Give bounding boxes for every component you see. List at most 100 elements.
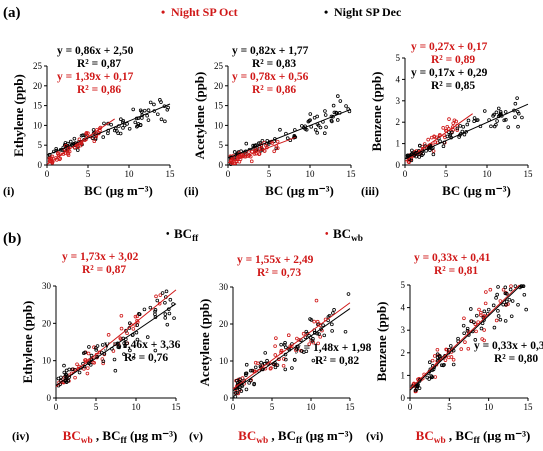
data-point — [433, 140, 438, 145]
fit-equation: y = 0,82x + 1,77 — [232, 45, 309, 57]
data-point — [323, 113, 328, 117]
data-point — [312, 115, 317, 120]
plot-area — [404, 96, 529, 165]
data-point — [441, 126, 445, 130]
data-point — [473, 338, 478, 342]
data-point — [101, 135, 106, 139]
x-axis-title-part: ff — [120, 436, 127, 446]
data-point — [101, 359, 106, 364]
data-point — [155, 298, 160, 303]
data-point — [127, 126, 132, 131]
data-point — [109, 122, 113, 127]
data-point — [119, 313, 124, 318]
data-point — [273, 344, 277, 348]
data-point — [310, 339, 315, 343]
data-point — [282, 357, 286, 361]
y-tick-label: 20 — [219, 319, 229, 329]
data-point — [279, 348, 284, 353]
data-point — [504, 302, 508, 307]
x-tick-label: 5 — [94, 402, 99, 412]
data-point — [462, 331, 466, 336]
data-point — [275, 139, 280, 144]
data-point — [85, 371, 90, 376]
data-point — [239, 389, 244, 393]
fit-equation: y = 1,48x + 1,98 — [295, 342, 372, 354]
data-point — [128, 321, 132, 326]
data-point — [133, 323, 138, 327]
legend-label-bcwb-part: BC — [333, 226, 351, 241]
data-point — [311, 337, 315, 341]
data-point — [462, 132, 467, 137]
trend-line — [232, 302, 351, 390]
panel-ii: 0 5 10 15 0 5 10 15 20 25 Acetylene (ppb) BC (μg m⁻… — [184, 45, 356, 198]
panel-i: 0 5 10 15 0 5 10 15 20 25 Ethylene (ppb) BC (μg m⁻³… — [3, 45, 175, 198]
data-point — [133, 120, 138, 125]
x-tick-label: 0 — [54, 402, 59, 412]
data-point — [156, 112, 160, 117]
data-point — [466, 118, 471, 123]
y-tick-label: 15 — [214, 101, 224, 111]
data-point — [122, 123, 127, 128]
y-tick-label: 30 — [42, 281, 52, 291]
data-point — [301, 331, 306, 336]
data-point — [432, 354, 437, 358]
trend-line — [404, 103, 529, 160]
data-point — [285, 136, 290, 141]
data-point — [148, 100, 153, 105]
trend-line — [55, 289, 177, 388]
data-point — [163, 119, 167, 124]
data-point — [504, 299, 509, 304]
data-point — [253, 365, 258, 370]
data-point — [439, 363, 444, 368]
x-axis-title: BC (μg m⁻³) — [265, 183, 334, 198]
data-point — [447, 117, 451, 121]
data-point — [65, 379, 69, 384]
sub-panel-label: (i) — [3, 184, 14, 198]
data-point — [499, 111, 503, 116]
data-point — [117, 344, 122, 348]
data-point — [82, 367, 86, 371]
x-tick-label: 10 — [307, 402, 317, 412]
data-point — [238, 377, 242, 382]
data-point — [257, 152, 261, 156]
data-point — [426, 137, 430, 142]
data-point — [503, 319, 508, 323]
data-point — [472, 116, 477, 120]
data-point — [330, 119, 334, 124]
data-point — [127, 326, 132, 330]
data-point — [163, 312, 168, 316]
data-point — [278, 127, 282, 132]
data-point — [62, 363, 66, 368]
data-point — [507, 297, 512, 302]
data-point — [236, 154, 241, 159]
data-point — [244, 362, 249, 367]
y-tick-label: 0 — [219, 160, 224, 170]
data-point — [435, 355, 440, 360]
data-point — [491, 303, 496, 308]
data-point — [76, 145, 81, 149]
data-point — [165, 322, 170, 327]
data-point — [346, 292, 351, 296]
data-point — [133, 314, 138, 319]
data-point — [163, 316, 168, 320]
data-point — [248, 378, 253, 383]
data-point — [307, 342, 312, 346]
data-point — [238, 154, 242, 159]
fit-r2: R² = 0,80 — [494, 353, 538, 365]
x-tick-label: 0 — [231, 402, 236, 412]
data-point — [427, 377, 431, 381]
legend-label-s1: Night SP Oct — [171, 5, 238, 19]
fit-r2: R² = 0,86 — [252, 84, 296, 96]
data-point — [438, 132, 442, 137]
x-axis-title-part: ff — [296, 436, 303, 446]
trend-line — [409, 284, 522, 391]
data-point — [438, 139, 442, 144]
data-point — [237, 387, 242, 391]
data-point — [521, 284, 526, 288]
fit-equation: y = 1,46x + 3,36 — [104, 339, 181, 351]
data-point — [270, 141, 275, 145]
data-point — [475, 118, 480, 122]
data-point — [115, 341, 120, 346]
data-point — [250, 368, 255, 373]
data-point — [513, 101, 518, 106]
